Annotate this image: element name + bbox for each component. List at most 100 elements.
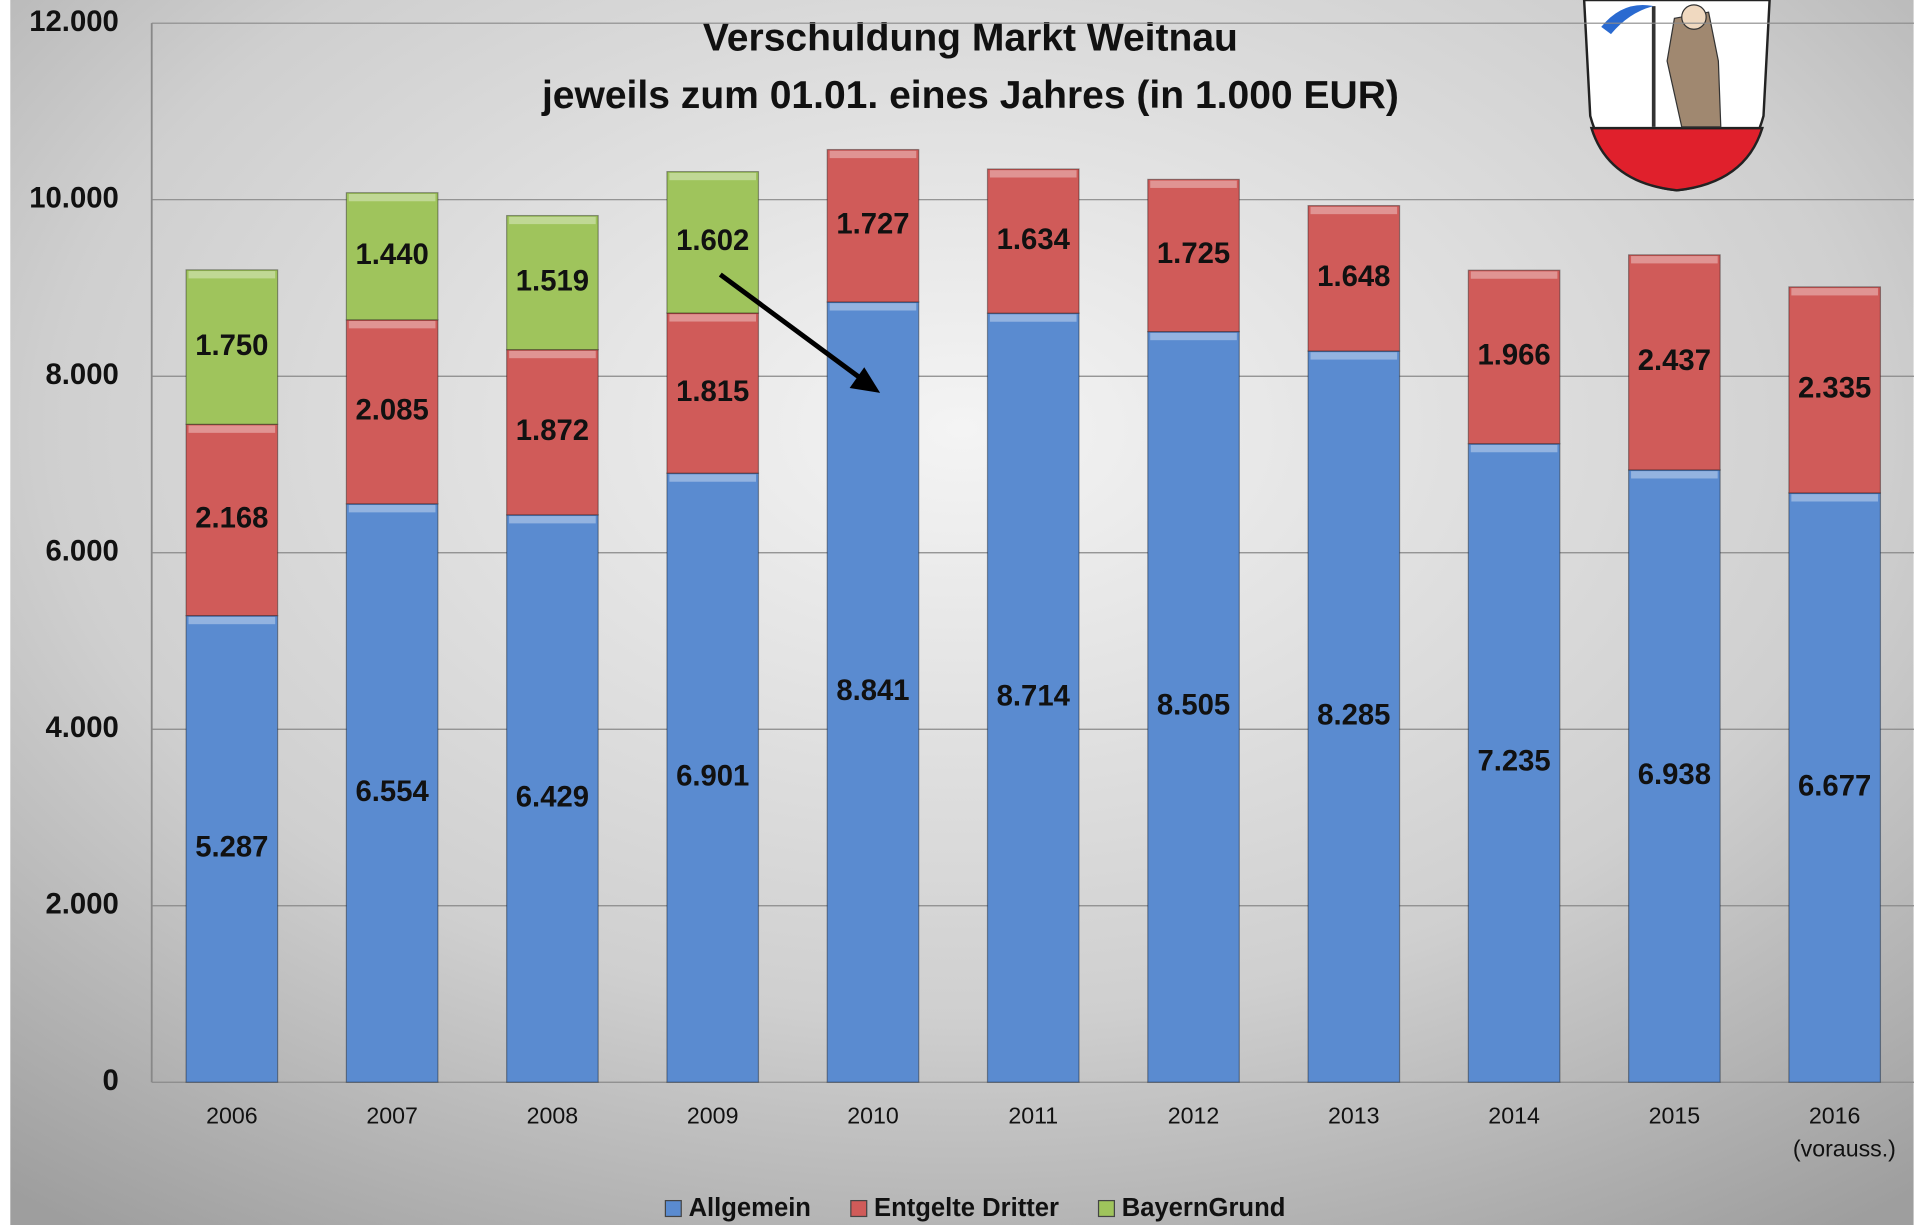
coat-of-arms	[1582, 0, 1771, 192]
bar-segment	[1628, 254, 1721, 471]
legend-label: Entgelte Dritter	[874, 1194, 1059, 1222]
bar-segment	[1788, 286, 1882, 494]
data-label: 1.519	[516, 264, 589, 297]
bar-highlight	[1150, 180, 1237, 188]
bar-highlight	[989, 314, 1077, 322]
bar-highlight	[1470, 271, 1558, 279]
bar-segment	[1467, 269, 1561, 445]
y-tick-label: 10.000	[29, 181, 119, 214]
bar-highlight	[509, 516, 596, 524]
bar-highlight	[1310, 206, 1398, 215]
data-label: 1.440	[356, 238, 429, 271]
bar-highlight	[1791, 494, 1878, 502]
legend: Allgemein Entgelte Dritter BayernGrund	[664, 1194, 1286, 1222]
data-label: 6.429	[516, 780, 589, 813]
data-label: 6.901	[676, 759, 749, 792]
data-label: 1.725	[1157, 237, 1230, 270]
data-label: 7.235	[1477, 745, 1550, 778]
bar-segment	[345, 503, 439, 1083]
chart-subtitle: jeweils zum 01.01. eines Jahres (in 1.00…	[541, 74, 1399, 117]
data-label: 1.602	[676, 224, 749, 257]
bar-highlight	[989, 170, 1077, 178]
bar-segment	[1147, 178, 1240, 333]
bar-highlight	[509, 350, 596, 359]
x-tick-label: 2007	[366, 1103, 418, 1129]
legend-marker	[664, 1199, 682, 1218]
x-tick-label: 2016 (vorauss.)	[1793, 1103, 1896, 1162]
plot	[151, 22, 1914, 1083]
y-tick-label: 8.000	[46, 358, 119, 391]
bar-highlight	[669, 474, 757, 482]
bar-segment	[1307, 204, 1401, 352]
bar-highlight	[348, 321, 436, 329]
bar-segment	[826, 148, 920, 303]
y-tick-label: 6.000	[46, 534, 119, 567]
x-tick-label: 2011	[1008, 1103, 1058, 1129]
bar-segment	[666, 312, 760, 474]
bar-segment	[345, 319, 439, 505]
data-label: 1.872	[516, 414, 589, 447]
bar-highlight	[188, 616, 276, 625]
bar-segment	[666, 472, 760, 1083]
margin	[0, 0, 11, 1225]
bar-segment	[1467, 443, 1561, 1083]
data-label: 6.554	[356, 775, 430, 808]
data-label: 1.750	[195, 329, 268, 362]
bar-segment	[345, 192, 439, 321]
data-label: 6.677	[1798, 769, 1871, 802]
bar-highlight	[509, 216, 596, 225]
bar-segment	[1307, 350, 1401, 1083]
data-label: 8.285	[1317, 698, 1390, 731]
x-tick-label: 2013	[1328, 1103, 1380, 1129]
bar-segment	[1628, 469, 1721, 1083]
bar-segment	[986, 168, 1080, 314]
bar-segment	[185, 423, 279, 617]
x-tick-label: 2010	[847, 1103, 899, 1129]
bar-highlight	[669, 314, 757, 322]
bar-highlight	[829, 303, 917, 311]
bar-segment	[185, 615, 279, 1083]
bar-highlight	[669, 172, 757, 181]
bar-highlight	[188, 271, 276, 279]
data-label: 5.287	[195, 831, 268, 864]
data-label: 2.168	[195, 502, 268, 535]
bar-segment	[1147, 331, 1240, 1083]
data-label: 6.938	[1638, 758, 1711, 791]
legend-marker	[850, 1199, 868, 1218]
data-label: 8.841	[836, 674, 909, 707]
arrow	[718, 272, 881, 393]
data-label: 2.437	[1638, 344, 1711, 377]
x-tick-label: 2015	[1649, 1103, 1701, 1129]
bar-highlight	[1631, 256, 1718, 264]
bar-segment	[1788, 492, 1882, 1083]
bar-highlight	[1791, 288, 1878, 296]
x-tick-label: 2009	[687, 1103, 739, 1129]
y-tick-label: 2.000	[46, 887, 119, 920]
data-label: 1.634	[997, 223, 1071, 256]
bar-highlight	[1310, 352, 1398, 360]
labels: 0 2.000 4.000 6.000 8.000 10.000 12.000 2006 5.2…	[29, 5, 1896, 1162]
background	[10, 0, 1914, 1225]
bar-segment	[506, 349, 599, 516]
bar-highlight	[348, 505, 436, 513]
y-tick-label: 12.000	[29, 5, 119, 38]
legend-label: BayernGrund	[1122, 1194, 1286, 1222]
bar-highlight	[829, 150, 917, 159]
data-label: 8.505	[1157, 689, 1230, 722]
data-label: 1.815	[676, 375, 749, 408]
legend-label: Allgemein	[689, 1194, 811, 1222]
data-label: 1.648	[1317, 260, 1390, 293]
x-tick-label: 2014	[1488, 1103, 1540, 1129]
y-tick-label: 4.000	[46, 711, 119, 744]
x-tick-label: 2006	[206, 1103, 258, 1129]
bar-segment	[986, 312, 1080, 1083]
data-label: 2.085	[356, 394, 429, 427]
bar-highlight	[1150, 332, 1237, 341]
bar-highlight	[188, 425, 276, 433]
bar-segment	[506, 214, 599, 351]
bar-highlight	[1631, 471, 1718, 479]
x-tick-label: 2012	[1168, 1103, 1220, 1129]
y-tick-label: 0	[102, 1064, 118, 1097]
x-tick-label: 2008	[527, 1103, 579, 1129]
